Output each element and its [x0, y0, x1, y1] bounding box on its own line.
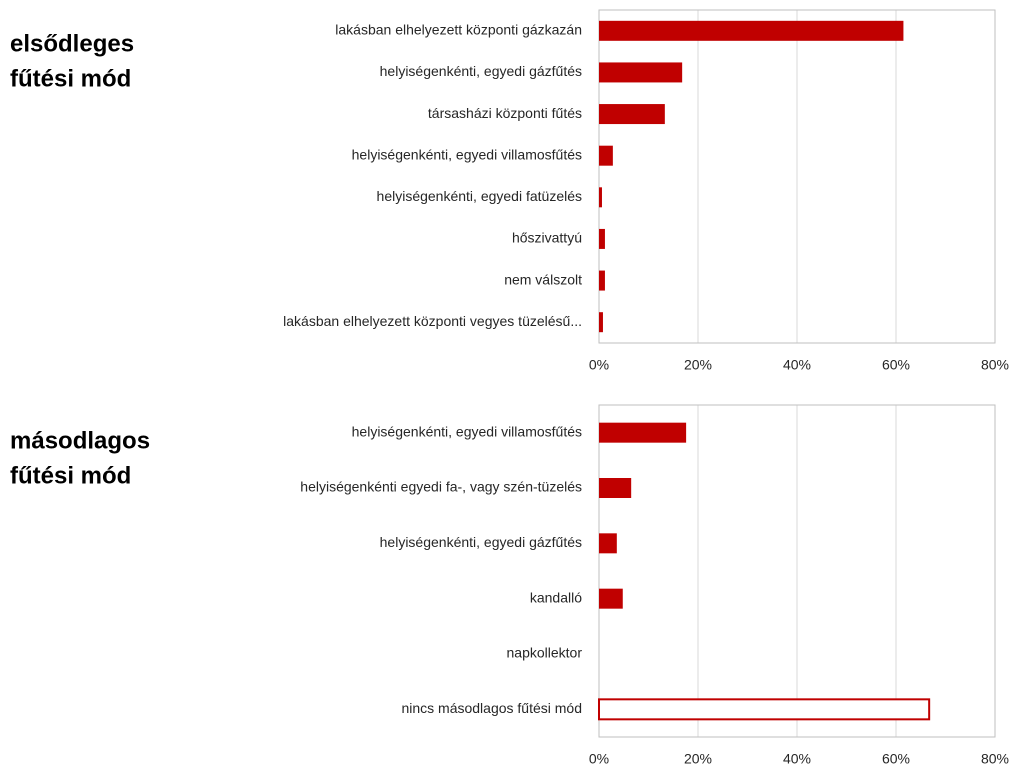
x-tick-label: 40% — [783, 751, 811, 767]
x-tick-label: 40% — [783, 357, 811, 373]
category-label: helyiségenkénti, egyedi villamosfűtés — [352, 146, 582, 162]
bar — [599, 422, 687, 443]
x-tick-label: 80% — [981, 357, 1009, 373]
category-label: nem válszolt — [504, 271, 582, 287]
x-tick-label: 0% — [589, 751, 609, 767]
category-label: helyiségenkénti, egyedi gázfűtés — [380, 534, 582, 550]
category-label: helyiségenkénti, egyedi fatüzelés — [377, 188, 582, 204]
bar — [599, 588, 623, 609]
x-tick-label: 20% — [684, 357, 712, 373]
category-label: napkollektor — [507, 645, 583, 661]
bar — [599, 270, 605, 291]
plot-border — [598, 9, 996, 344]
bar — [599, 104, 665, 125]
x-tick-label: 0% — [589, 357, 609, 373]
x-tick-label: 60% — [882, 357, 910, 373]
plot-border — [598, 404, 996, 738]
bar — [599, 312, 603, 333]
category-label: nincs másodlagos fűtési mód — [401, 700, 582, 716]
bar — [598, 698, 931, 721]
bar — [599, 145, 613, 166]
bar — [599, 533, 617, 554]
chart-title: másodlagos — [10, 427, 150, 454]
x-tick-label: 60% — [882, 751, 910, 767]
category-label: lakásban elhelyezett központi gázkazán — [335, 22, 582, 38]
x-tick-label: 80% — [981, 751, 1009, 767]
category-label: hőszivattyú — [512, 230, 582, 246]
category-label: helyiségenkénti, egyedi villamosfűtés — [352, 423, 582, 439]
bar — [599, 228, 605, 249]
bar — [599, 478, 632, 498]
bar — [599, 187, 602, 208]
bar — [599, 62, 683, 83]
category-label: lakásban elhelyezett központi vegyes tüz… — [283, 313, 582, 329]
category-label: helyiségenkénti, egyedi gázfűtés — [380, 63, 582, 79]
bar — [599, 20, 904, 41]
category-label: társasházi központi fűtés — [428, 105, 582, 121]
category-label: helyiségenkénti egyedi fa-, vagy szén-tü… — [300, 479, 582, 495]
chart-title: fűtési mód — [10, 65, 131, 92]
x-tick-label: 20% — [684, 751, 712, 767]
chart-title: fűtési mód — [10, 462, 131, 489]
chart-title: elsődleges — [10, 30, 134, 57]
category-label: kandalló — [530, 589, 582, 605]
